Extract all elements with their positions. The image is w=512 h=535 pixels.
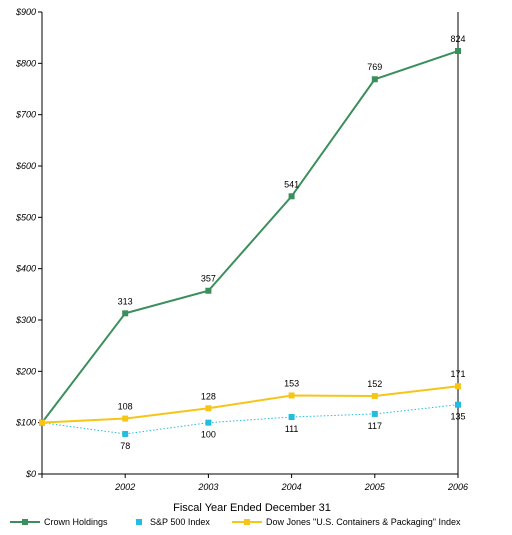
data-point-sp-500 bbox=[205, 419, 212, 426]
y-tick-label: $900 bbox=[15, 7, 36, 17]
data-point-sp-500 bbox=[371, 410, 378, 417]
data-point-dow-jones-containers bbox=[455, 383, 461, 390]
y-tick-label: $500 bbox=[15, 212, 36, 222]
data-label-crown-holdings: 313 bbox=[118, 296, 133, 306]
y-tick-label: $400 bbox=[15, 264, 36, 274]
y-tick-label: $0 bbox=[25, 469, 36, 479]
y-tick-label: $600 bbox=[15, 161, 36, 171]
series-line-crown-holdings bbox=[41, 50, 459, 424]
data-label-crown-holdings: 769 bbox=[367, 62, 382, 72]
data-label-sp-500: 117 bbox=[368, 421, 382, 431]
data-point-dow-jones-containers bbox=[122, 415, 129, 422]
x-tick-label: 2005 bbox=[364, 482, 386, 492]
data-point-sp-500 bbox=[288, 414, 295, 421]
x-tick-label: 2006 bbox=[447, 482, 468, 492]
data-point-crown-holdings bbox=[455, 48, 461, 55]
data-label-sp-500: 111 bbox=[285, 424, 299, 434]
data-labels: 78 100 111 117 135 313 357 541 769 824 108 128 153 15… bbox=[118, 34, 466, 451]
data-point-dow-jones-containers bbox=[288, 392, 295, 399]
data-label-dow-jones-containers: 153 bbox=[284, 378, 299, 388]
legend-label-crown-holdings: Crown Holdings bbox=[44, 517, 108, 527]
legend-marker-dow-jones-containers bbox=[244, 519, 250, 525]
series-line-dow-jones-containers bbox=[41, 385, 459, 424]
x-tick-label: 2003 bbox=[197, 482, 218, 492]
y-tick-label: $800 bbox=[15, 58, 36, 68]
y-tick-label: $700 bbox=[15, 110, 36, 120]
data-label-crown-holdings: 541 bbox=[284, 179, 299, 189]
data-point-dow-jones-containers bbox=[39, 419, 45, 426]
y-axis-ticks: $0 $100 $200 $300 $400 $500 $600 $700 $800 $900 bbox=[15, 7, 42, 479]
data-label-crown-holdings: 357 bbox=[201, 274, 216, 284]
x-axis-ticks: 2002 2003 2004 2005 2006 bbox=[41, 474, 468, 492]
x-axis-title: Fiscal Year Ended December 31 bbox=[173, 502, 331, 514]
data-point-dow-jones-containers bbox=[371, 392, 378, 399]
data-point-crown-holdings bbox=[371, 76, 378, 83]
y-tick-label: $100 bbox=[15, 418, 36, 428]
data-point-sp-500 bbox=[122, 430, 129, 437]
series-lines bbox=[41, 50, 459, 435]
legend-marker-crown-holdings bbox=[22, 519, 28, 525]
data-label-dow-jones-containers: 171 bbox=[450, 369, 465, 379]
data-label-sp-500: 135 bbox=[450, 412, 465, 422]
data-point-crown-holdings bbox=[205, 287, 212, 294]
data-label-sp-500: 100 bbox=[201, 430, 216, 440]
x-tick-label: 2002 bbox=[114, 482, 135, 492]
data-label-dow-jones-containers: 128 bbox=[201, 391, 216, 401]
data-point-dow-jones-containers bbox=[205, 405, 212, 412]
legend-label-dow-jones-containers: Dow Jones "U.S. Containers & Packaging" … bbox=[266, 517, 461, 527]
y-tick-label: $200 bbox=[15, 366, 36, 376]
data-label-sp-500: 78 bbox=[120, 441, 130, 451]
data-point-sp-500 bbox=[455, 401, 461, 408]
x-tick-label: 2004 bbox=[281, 482, 302, 492]
data-point-crown-holdings bbox=[122, 310, 129, 317]
legend: Crown Holdings S&P 500 Index Dow Jones "U.… bbox=[10, 517, 461, 527]
chart-axes bbox=[41, 12, 459, 475]
data-label-dow-jones-containers: 108 bbox=[118, 402, 133, 412]
data-label-dow-jones-containers: 152 bbox=[367, 379, 382, 389]
data-label-crown-holdings: 824 bbox=[450, 34, 465, 44]
y-tick-label: $300 bbox=[15, 315, 36, 325]
legend-label-sp-500: S&P 500 Index bbox=[150, 517, 210, 527]
legend-marker-sp-500 bbox=[136, 519, 142, 525]
data-point-crown-holdings bbox=[288, 193, 295, 200]
series-markers bbox=[39, 48, 461, 437]
